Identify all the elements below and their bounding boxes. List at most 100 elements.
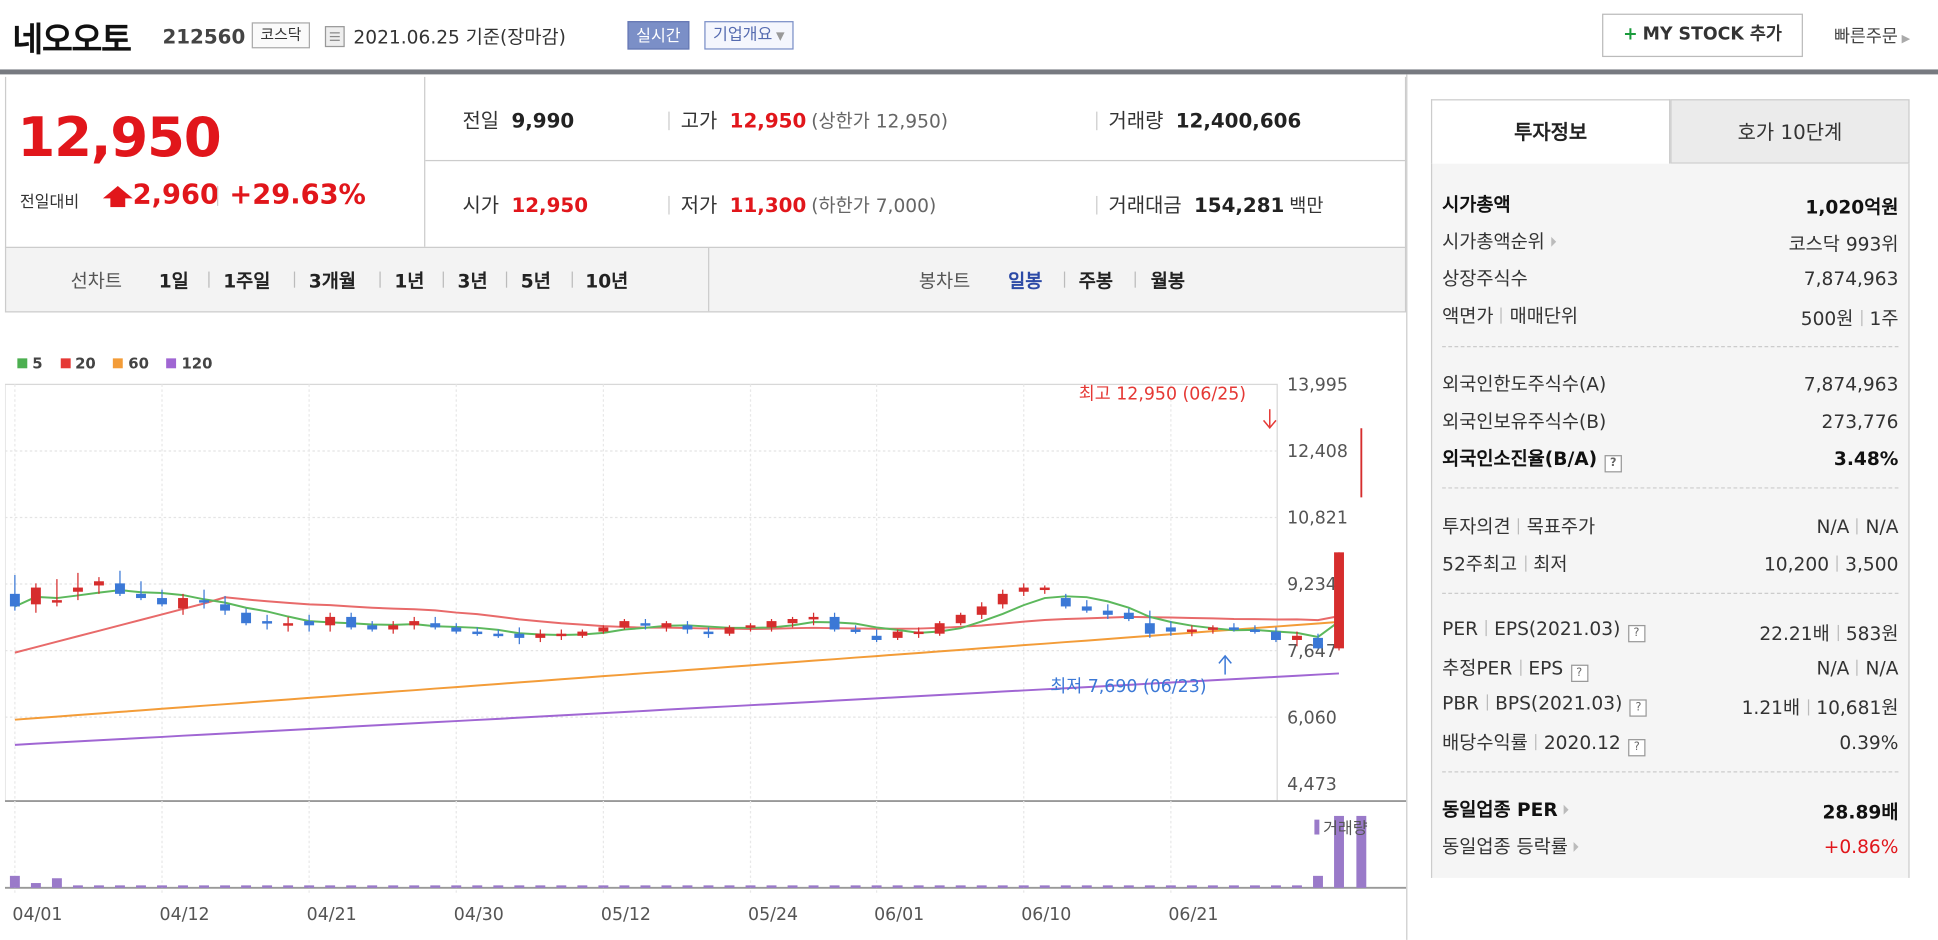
chart-legend: 5 20 60 120 bbox=[17, 355, 225, 372]
volume-bar bbox=[1228, 885, 1239, 888]
quick-order-link[interactable]: 빠른주문 ▶ bbox=[1834, 24, 1910, 49]
help-icon[interactable]: ? bbox=[1628, 739, 1646, 757]
per-eps-row: PER EPS(2021.03)? 22.21배 583원 bbox=[1442, 617, 1899, 645]
volume-bar bbox=[619, 885, 630, 888]
volume-bar bbox=[1123, 885, 1134, 888]
volume-bar bbox=[493, 885, 504, 888]
invest-info-body: 시가총액 1,020억원 시가총액순위 코스닥 993위 상장주식수 7,874,96… bbox=[1430, 163, 1910, 878]
help-icon[interactable]: ? bbox=[1627, 624, 1646, 643]
volume-bar bbox=[1292, 885, 1302, 888]
volume-bar bbox=[72, 885, 83, 888]
lower-limit: (하한가 7,000) bbox=[811, 194, 937, 217]
candle-body bbox=[51, 600, 62, 603]
volume-bar bbox=[367, 885, 378, 888]
price-row-2: 시가 12,950 저가 11,300 (하한가 7,000) 거래대금 154,281… bbox=[425, 161, 1406, 245]
volume-bar bbox=[472, 885, 483, 888]
stock-header: 네오오토 212560 코스닥 2021.06.25 기준(장마감) 실시간 기… bbox=[0, 0, 1938, 75]
sector-rate-row[interactable]: 동일업종 등락률 +0.86% bbox=[1442, 835, 1899, 859]
tab-10y[interactable]: 10년 bbox=[585, 270, 629, 293]
volume-bar bbox=[9, 875, 20, 888]
volume-bar bbox=[409, 885, 420, 888]
candle-body bbox=[199, 600, 210, 603]
tab-daily[interactable]: 일봉 bbox=[1008, 270, 1043, 293]
candle-body bbox=[1186, 629, 1197, 632]
x-tick-label: 05/12 bbox=[601, 905, 651, 925]
realtime-button[interactable]: 실시간 bbox=[627, 21, 690, 50]
tab-monthly[interactable]: 월봉 bbox=[1150, 270, 1185, 293]
help-icon[interactable]: ? bbox=[1570, 664, 1588, 682]
add-my-stock-button[interactable]: + MY STOCK 추가 bbox=[1602, 13, 1803, 58]
help-icon[interactable]: ? bbox=[1629, 699, 1648, 717]
tab-invest-info[interactable]: 투자정보 bbox=[1430, 99, 1671, 164]
current-price: 12,950 bbox=[17, 106, 221, 170]
candle-body bbox=[1165, 627, 1176, 632]
candle-body bbox=[30, 587, 41, 605]
candle-body bbox=[409, 621, 420, 626]
volume-bar bbox=[1313, 875, 1323, 888]
legend-ma5: 5 bbox=[17, 355, 43, 372]
candle-body bbox=[262, 621, 273, 624]
compare-label: 전일대비 bbox=[19, 193, 80, 213]
ma120-line bbox=[14, 672, 1340, 746]
tab-5y[interactable]: 5년 bbox=[520, 270, 551, 293]
volume-bar bbox=[346, 885, 357, 888]
candle-body bbox=[367, 625, 378, 630]
volume-bar bbox=[556, 885, 567, 888]
tab-1y[interactable]: 1년 bbox=[394, 270, 425, 293]
candle-body bbox=[1102, 610, 1113, 615]
candle-body bbox=[997, 593, 1008, 605]
volume-value: 12,400,606 bbox=[1175, 109, 1302, 133]
volume-bar bbox=[451, 885, 462, 888]
tab-3y[interactable]: 3년 bbox=[457, 270, 488, 293]
company-overview-dropdown[interactable]: 기업개요 ▼ bbox=[704, 21, 794, 50]
week52-row: 52주최고 최저 10,200 3,500 bbox=[1442, 553, 1899, 576]
price-diff: 2,960 bbox=[132, 179, 219, 211]
volume-bar bbox=[1018, 885, 1029, 888]
tab-1d[interactable]: 1일 bbox=[158, 270, 189, 293]
volume-bar bbox=[745, 885, 756, 888]
candle-body bbox=[871, 635, 882, 640]
y-tick-label: 7,647 bbox=[1287, 642, 1337, 662]
amount-label: 거래대금 bbox=[1108, 193, 1182, 217]
candle-body bbox=[976, 606, 987, 615]
volume-bar bbox=[178, 885, 188, 888]
tab-weekly[interactable]: 주봉 bbox=[1078, 270, 1114, 293]
x-tick-label: 05/24 bbox=[748, 905, 798, 925]
volume-bar bbox=[262, 885, 273, 888]
help-icon[interactable]: ? bbox=[1604, 455, 1622, 473]
candle-body bbox=[1249, 629, 1260, 632]
document-icon bbox=[324, 26, 345, 48]
low-annotation: 최저 7,690 (06/23) bbox=[1050, 677, 1206, 697]
volume-bar bbox=[1356, 815, 1367, 888]
candle-body bbox=[1207, 627, 1218, 630]
tab-1w[interactable]: 1주일 bbox=[223, 270, 271, 293]
low-value: 11,300 bbox=[729, 193, 807, 217]
sector-per-row[interactable]: 동일업종 PER 28.89배 bbox=[1442, 798, 1899, 824]
pbr-bps-row: PBR BPS(2021.03)? 1.21배 10,681원 bbox=[1442, 691, 1899, 720]
volume-bar bbox=[598, 885, 609, 888]
tab-3m[interactable]: 3개월 bbox=[308, 270, 356, 293]
candle-chart-label: 봉차트 bbox=[918, 270, 971, 293]
candle-body bbox=[1228, 627, 1239, 630]
volume-bar bbox=[1207, 885, 1218, 888]
foreign-hold-row: 외국인보유주식수(B) 273,776 bbox=[1442, 410, 1899, 433]
chevron-right-icon bbox=[1551, 236, 1556, 247]
volume-bar bbox=[220, 885, 231, 888]
candle-body bbox=[93, 581, 104, 586]
volume-bar bbox=[913, 885, 924, 888]
candle-body bbox=[703, 631, 714, 635]
candle-body bbox=[346, 616, 357, 628]
tab-hoga-10[interactable]: 호가 10단계 bbox=[1670, 99, 1910, 164]
x-tick-label: 04/12 bbox=[160, 905, 210, 925]
market-cap-rank-row[interactable]: 시가총액순위 코스닥 993위 bbox=[1442, 230, 1899, 256]
market-badge: 코스닥 bbox=[251, 22, 311, 49]
candle-body bbox=[850, 629, 861, 632]
chart-frame bbox=[4, 383, 1278, 802]
volume-legend-swatch bbox=[1314, 819, 1320, 835]
y-tick-label: 9,234 bbox=[1287, 575, 1337, 595]
candle-body bbox=[619, 621, 630, 628]
candle-body bbox=[934, 623, 945, 634]
candle-body bbox=[892, 631, 903, 638]
low-label: 저가 bbox=[680, 193, 718, 217]
volume-bar bbox=[787, 885, 798, 888]
